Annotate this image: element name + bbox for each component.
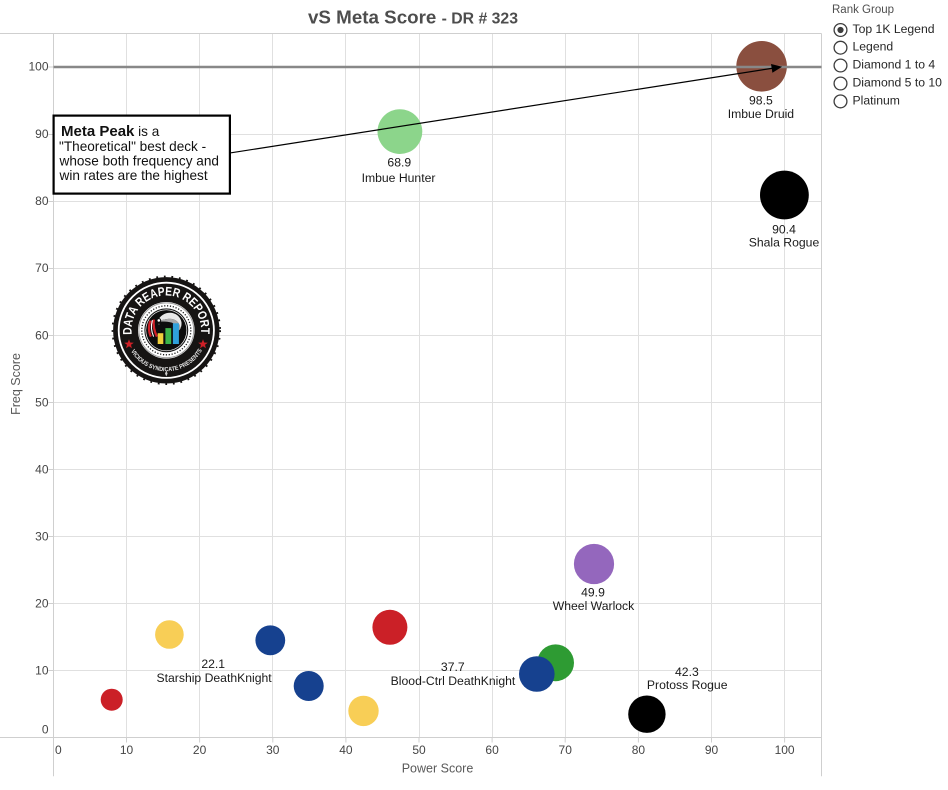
svg-text:Rank Group: Rank Group xyxy=(832,4,894,16)
svg-text:vS Meta Score - DR # 323: vS Meta Score - DR # 323 xyxy=(308,7,518,28)
svg-text:Legend: Legend xyxy=(853,40,894,54)
svg-text:Top 1K Legend: Top 1K Legend xyxy=(853,22,935,36)
svg-text:90: 90 xyxy=(705,743,719,757)
svg-text:40: 40 xyxy=(35,462,49,476)
svg-text:98.5: 98.5 xyxy=(749,93,773,107)
svg-text:Freq Score: Freq Score xyxy=(9,353,23,415)
svg-text:100: 100 xyxy=(775,743,795,757)
svg-text:10: 10 xyxy=(35,664,49,678)
svg-text:0: 0 xyxy=(55,743,62,757)
svg-text:Protoss Rogue: Protoss Rogue xyxy=(647,678,728,692)
svg-text:Power Score: Power Score xyxy=(402,762,474,776)
svg-text:Meta Peak is a: Meta Peak is a xyxy=(61,123,160,140)
svg-text:80: 80 xyxy=(35,194,49,208)
svg-text:70: 70 xyxy=(35,261,49,275)
svg-text:60: 60 xyxy=(35,328,49,342)
svg-text:30: 30 xyxy=(266,743,280,757)
svg-text:68.9: 68.9 xyxy=(387,155,411,169)
svg-text:30: 30 xyxy=(35,529,49,543)
svg-text:Diamond 5 to 10: Diamond 5 to 10 xyxy=(853,75,943,89)
svg-text:whose both frequency and: whose both frequency and xyxy=(59,154,219,169)
svg-text:Imbue Hunter: Imbue Hunter xyxy=(362,171,436,185)
svg-text:Blood-Ctrl DeathKnight: Blood-Ctrl DeathKnight xyxy=(391,674,516,688)
svg-text:42.3: 42.3 xyxy=(675,665,699,679)
svg-text:50: 50 xyxy=(412,743,426,757)
svg-text:100: 100 xyxy=(28,59,48,73)
svg-text:22.1: 22.1 xyxy=(201,657,225,671)
svg-text:50: 50 xyxy=(35,395,49,409)
svg-text:20: 20 xyxy=(35,597,49,611)
svg-text:90.4: 90.4 xyxy=(772,222,796,236)
svg-text:Imbue Druid: Imbue Druid xyxy=(728,107,794,121)
svg-text:0: 0 xyxy=(42,723,49,737)
svg-text:80: 80 xyxy=(632,743,646,757)
svg-text:49.9: 49.9 xyxy=(581,585,605,599)
svg-text:20: 20 xyxy=(193,743,207,757)
svg-text:Diamond 1 to 4: Diamond 1 to 4 xyxy=(853,57,936,71)
svg-text:Wheel Warlock: Wheel Warlock xyxy=(553,599,635,613)
svg-text:win rates are the highest: win rates are the highest xyxy=(59,168,208,183)
svg-text:"Theoretical" best deck -: "Theoretical" best deck - xyxy=(59,139,206,154)
svg-text:90: 90 xyxy=(35,127,49,141)
svg-text:70: 70 xyxy=(559,743,573,757)
svg-text:Platinum: Platinum xyxy=(853,93,900,107)
svg-text:40: 40 xyxy=(339,743,353,757)
svg-text:10: 10 xyxy=(120,743,134,757)
svg-text:Shala Rogue: Shala Rogue xyxy=(749,235,820,249)
svg-text:37.7: 37.7 xyxy=(441,660,465,674)
svg-text:Starship DeathKnight: Starship DeathKnight xyxy=(157,671,273,685)
svg-text:60: 60 xyxy=(485,743,499,757)
